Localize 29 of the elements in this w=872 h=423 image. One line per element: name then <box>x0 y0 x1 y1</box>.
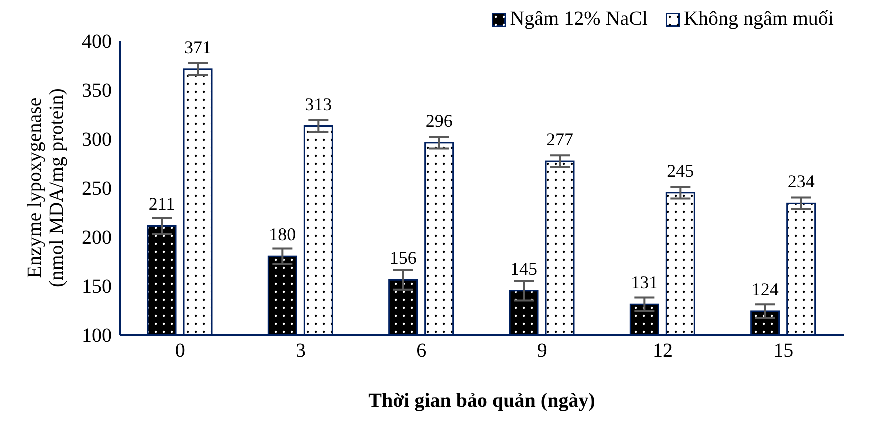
y-axis-title: Enzyme lypoxygenase (nmol MDA/mg protein) <box>24 88 68 288</box>
y-tick-label: 200 <box>82 227 112 250</box>
x-tick-label: 12 <box>653 340 673 362</box>
x-tick-label: 6 <box>416 340 427 362</box>
data-label: 156 <box>390 248 417 268</box>
data-label: 131 <box>631 272 658 293</box>
y-tick-label: 350 <box>82 80 112 102</box>
x-tick-label: 15 <box>774 340 794 362</box>
y-tick-label: 400 <box>82 31 112 54</box>
data-label: 180 <box>269 224 296 245</box>
data-label: 371 <box>184 37 212 58</box>
x-tick-label: 9 <box>537 340 548 362</box>
data-label: 245 <box>667 160 694 181</box>
y-tick-label: 300 <box>82 129 112 152</box>
data-label: 313 <box>305 94 332 114</box>
y-tick-label: 250 <box>82 178 112 200</box>
data-label: 277 <box>546 130 574 150</box>
data-label: 234 <box>788 172 815 192</box>
x-axis-title: Thời gian bảo quản (ngày) <box>368 390 596 412</box>
x-tick-label: 3 <box>296 340 306 362</box>
data-label: 145 <box>510 258 538 279</box>
x-tick-label: 0 <box>175 340 186 362</box>
y-tick-label: 100 <box>82 325 112 348</box>
data-label: 296 <box>426 110 453 131</box>
data-label: 211 <box>148 194 176 214</box>
y-tick-label: 150 <box>82 276 112 298</box>
data-label: 124 <box>752 279 779 300</box>
legend-label: Ngâm 12% NaCl <box>510 8 648 31</box>
legend-label: Không ngâm muối <box>684 8 834 31</box>
